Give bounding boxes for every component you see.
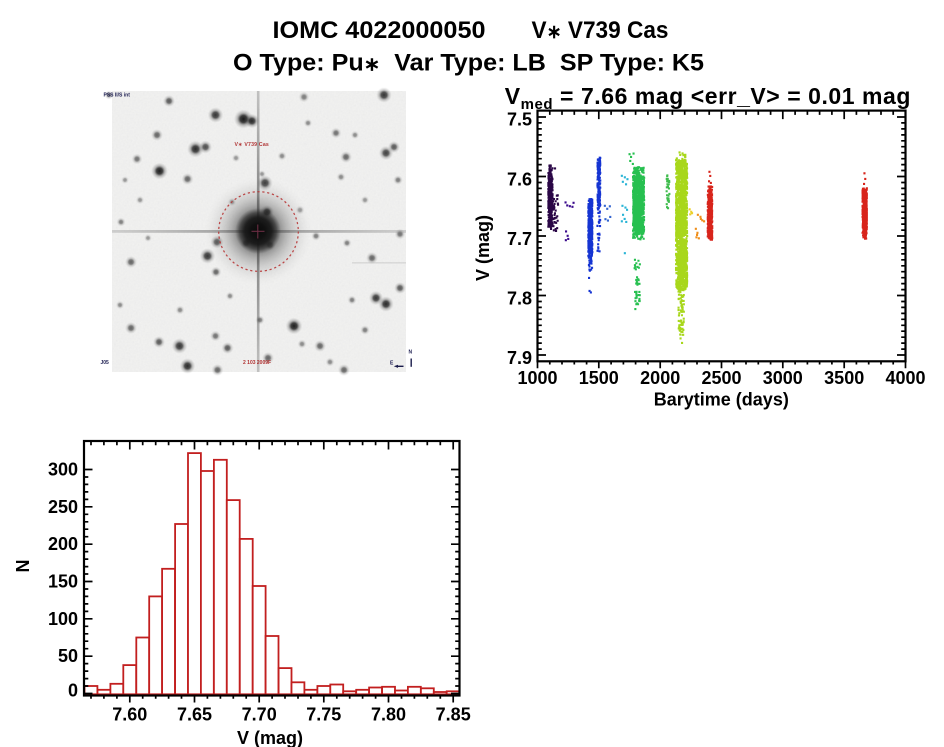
svg-text:2 103 2009F: 2 103 2009F bbox=[243, 360, 271, 366]
svg-text:200: 200 bbox=[48, 534, 78, 554]
svg-text:50: 50 bbox=[58, 646, 78, 666]
svg-text:O Type: Pu∗ Var Type: LB SP: O Type: Pu ∗ Var Type: LB SP Type: K5 bbox=[233, 50, 704, 77]
svg-text:V∗ V739 Cas: V∗ V739 Cas bbox=[532, 17, 669, 44]
svg-text:7.9: 7.9 bbox=[507, 348, 532, 368]
svg-text:N: N bbox=[409, 350, 413, 356]
svg-text:PSS II/S int: PSS II/S int bbox=[104, 93, 131, 99]
svg-text:1000: 1000 bbox=[517, 368, 557, 388]
svg-text:E: E bbox=[390, 361, 394, 367]
svg-text:4000: 4000 bbox=[885, 368, 925, 388]
svg-text:7.8: 7.8 bbox=[507, 288, 532, 308]
svg-text:2000: 2000 bbox=[640, 368, 680, 388]
svg-text:0: 0 bbox=[68, 681, 78, 701]
svg-text:7.7: 7.7 bbox=[507, 229, 532, 249]
svg-text:Vmed = 7.66 mag <err_V> = 0.01: Vmed = 7.66 mag <err_V> = 0.01 mag bbox=[505, 83, 911, 113]
svg-text:7.75: 7.75 bbox=[306, 705, 341, 725]
svg-text:3500: 3500 bbox=[824, 368, 864, 388]
svg-text:150: 150 bbox=[48, 572, 78, 592]
svg-text:7.5: 7.5 bbox=[507, 109, 532, 129]
svg-text:N: N bbox=[13, 560, 33, 573]
svg-text:V (mag): V (mag) bbox=[473, 215, 493, 281]
svg-text:2500: 2500 bbox=[701, 368, 741, 388]
svg-text:300: 300 bbox=[48, 460, 78, 480]
svg-text:Barytime (days): Barytime (days) bbox=[654, 390, 789, 410]
svg-text:IOMC 4022000050: IOMC 4022000050 bbox=[273, 17, 486, 44]
svg-text:7.6: 7.6 bbox=[507, 169, 532, 189]
svg-text:100: 100 bbox=[48, 609, 78, 629]
svg-text:3000: 3000 bbox=[763, 368, 803, 388]
svg-text:7.65: 7.65 bbox=[177, 705, 212, 725]
svg-text:7.60: 7.60 bbox=[112, 705, 147, 725]
svg-text:J05: J05 bbox=[101, 360, 110, 366]
svg-text:1500: 1500 bbox=[579, 368, 619, 388]
svg-text:7.85: 7.85 bbox=[436, 705, 471, 725]
svg-text:V (mag): V (mag) bbox=[237, 728, 303, 747]
svg-text:V∗ V739 Cas: V∗ V739 Cas bbox=[235, 142, 270, 148]
svg-text:7.80: 7.80 bbox=[371, 705, 406, 725]
svg-text:7.70: 7.70 bbox=[242, 705, 277, 725]
svg-text:250: 250 bbox=[48, 497, 78, 517]
